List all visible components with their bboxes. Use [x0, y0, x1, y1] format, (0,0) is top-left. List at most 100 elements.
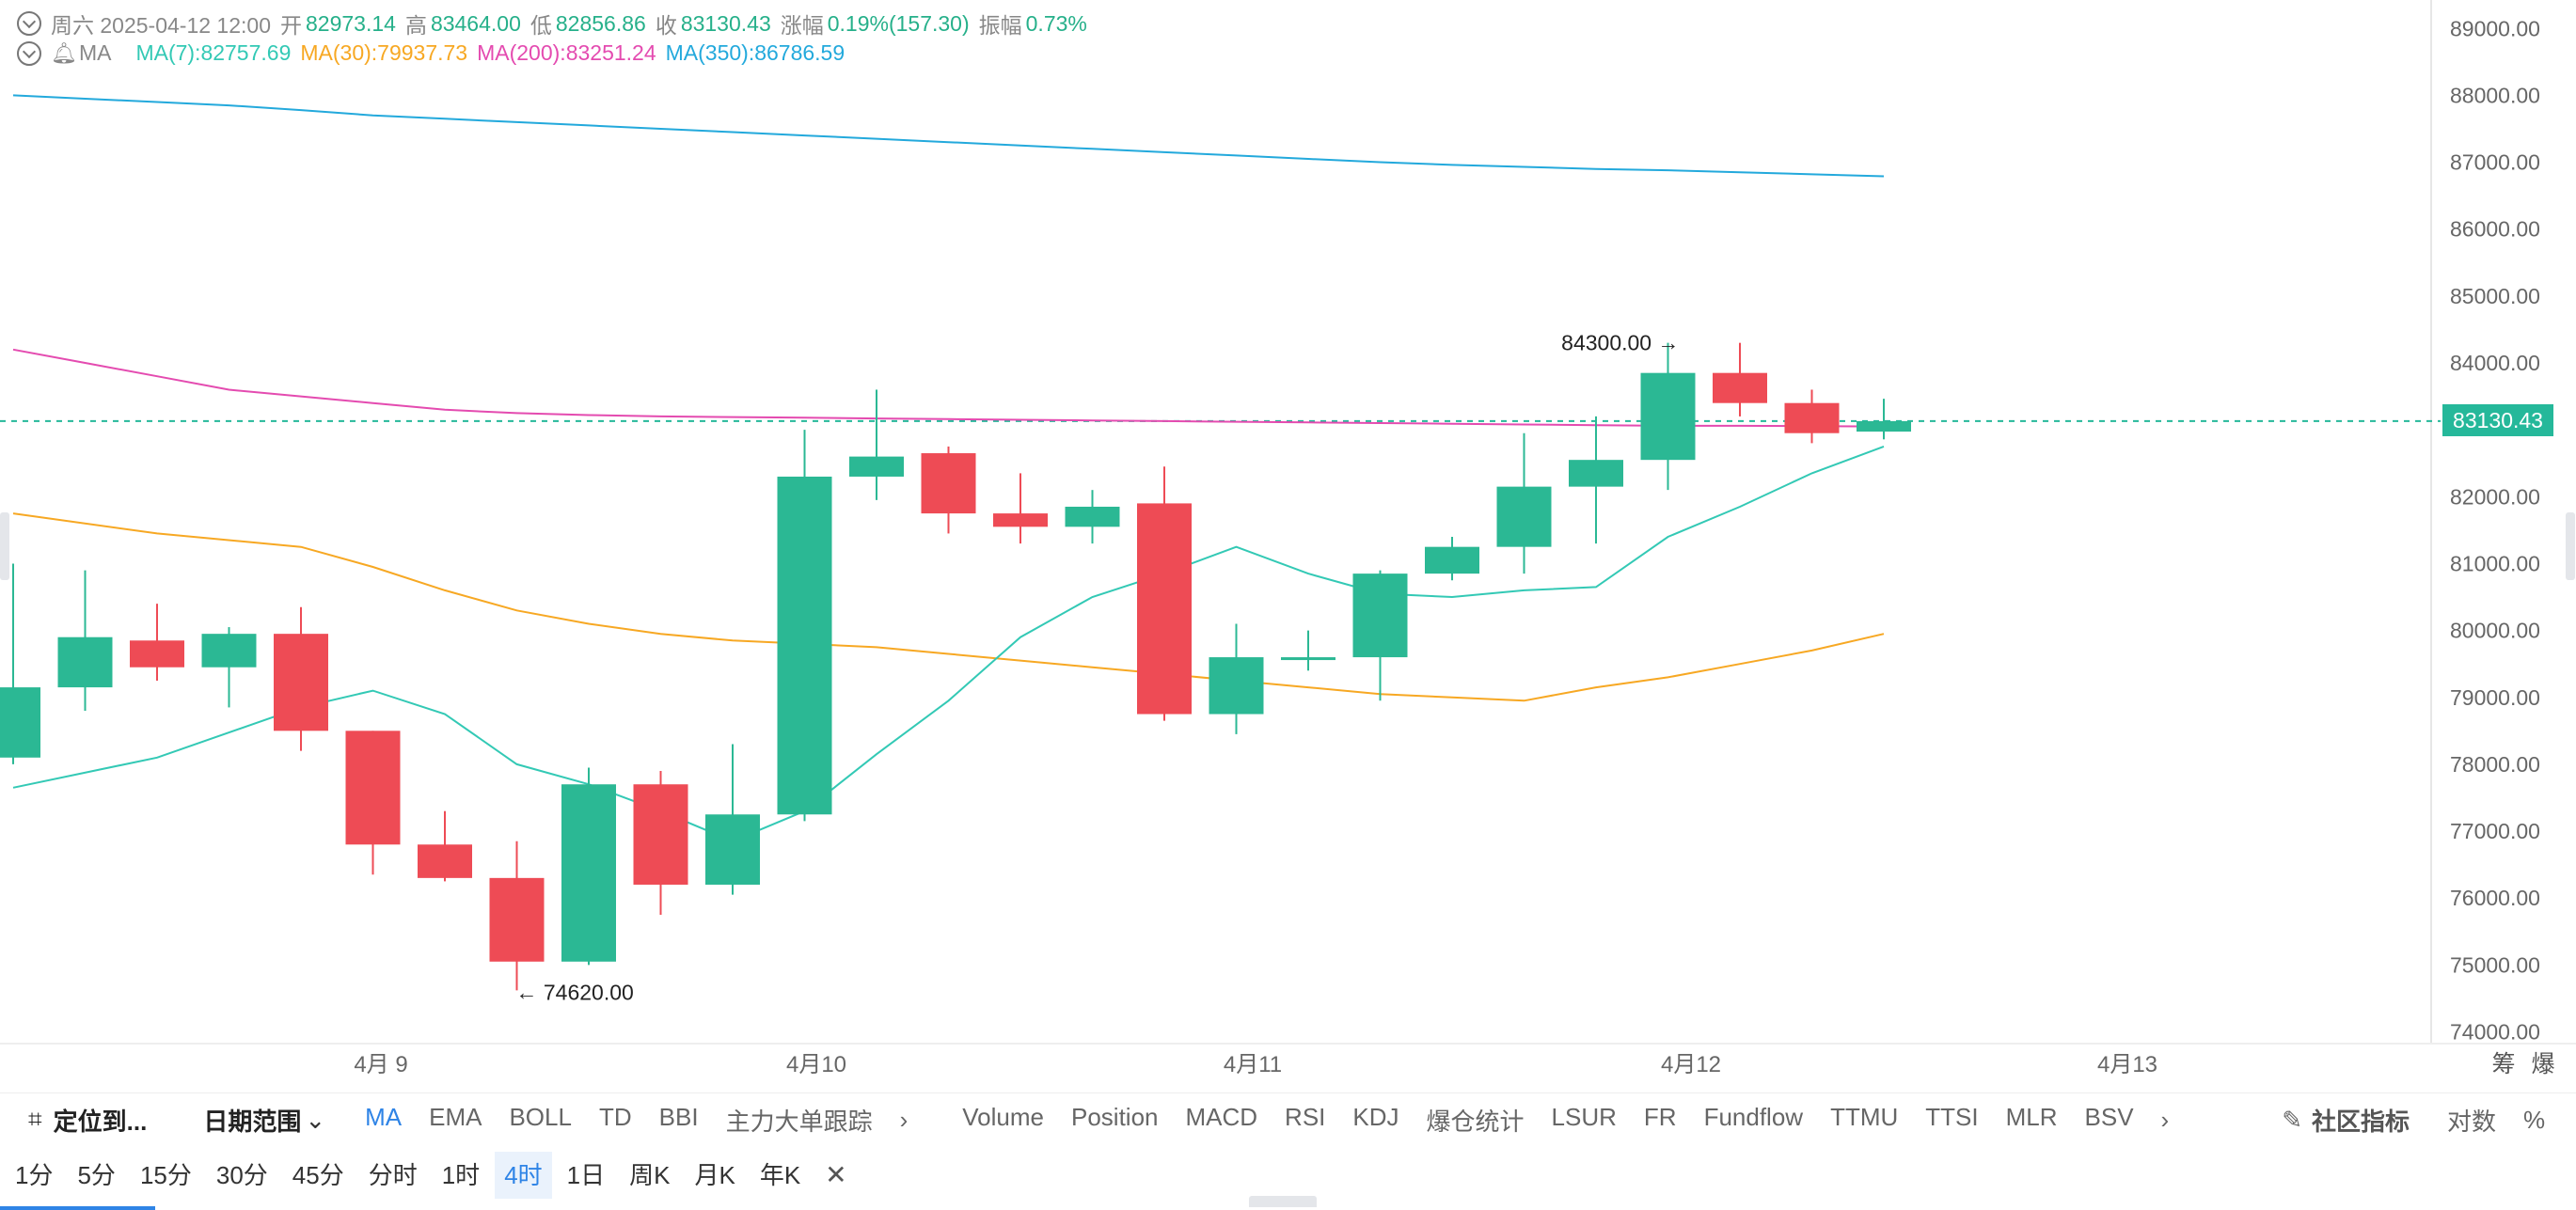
sub-indicator-ttsi[interactable]: TTSI	[1925, 1102, 1979, 1131]
bell-icon[interactable]: 🔔︎	[51, 40, 77, 65]
candle-body	[1496, 486, 1552, 547]
locate-icon[interactable]: ⌗	[28, 1105, 42, 1133]
price-tick-label: 78000.00	[2450, 752, 2540, 777]
price-tick-label: 86000.00	[2450, 217, 2540, 242]
sub-indicator-volume[interactable]: Volume	[962, 1102, 1044, 1131]
change-label: 涨幅	[780, 13, 824, 38]
interval-6[interactable]: 1时	[441, 1161, 481, 1189]
price-tick-label: 82000.00	[2450, 484, 2540, 509]
chart-canvas[interactable]: 89000.00 88000.00 87000.00 86000.00 85000.00…	[0, 0, 2576, 1091]
interval-7[interactable]: 4时	[495, 1152, 552, 1199]
candle-body	[201, 634, 257, 668]
price-tick-label: 77000.00	[2450, 819, 2540, 843]
percent-scale-button[interactable]: %	[2523, 1105, 2546, 1134]
sub-indicator-ttmu[interactable]: TTMU	[1830, 1102, 1899, 1131]
candle-body	[130, 640, 184, 668]
candle-body	[1209, 657, 1264, 715]
edit-icon[interactable]: ✎	[2282, 1105, 2303, 1134]
candle-body	[57, 636, 113, 688]
candle-body	[777, 476, 832, 815]
interval-2[interactable]: 15分	[139, 1161, 192, 1189]
bottom-resize-handle[interactable]	[1249, 1196, 1317, 1207]
open-label: 开	[280, 13, 302, 38]
candle-body	[0, 687, 40, 758]
collapse-chevron-icon[interactable]	[17, 11, 41, 36]
indicator-ma[interactable]: MA	[365, 1102, 403, 1131]
active-underline	[0, 1206, 155, 1210]
ma200-line	[12, 348, 1885, 428]
sub-indicator-lsur[interactable]: LSUR	[1551, 1102, 1617, 1131]
low-value: 82856.86	[555, 10, 646, 36]
candle-date: 周六 2025-04-12 12:00	[51, 13, 271, 38]
sub-indicator-position[interactable]: Position	[1070, 1102, 1159, 1131]
candle-body	[705, 814, 760, 885]
kline-chart[interactable]: 89000.00 88000.00 87000.00 86000.00 85000.00…	[0, 0, 2576, 1091]
sub-indicator-macd[interactable]: MACD	[1185, 1102, 1258, 1131]
chevron-right-icon[interactable]: ›	[2160, 1105, 2170, 1134]
sub-indicator-fr[interactable]: FR	[1643, 1102, 1677, 1131]
interval-11[interactable]: 年K	[759, 1161, 801, 1189]
interval-10[interactable]: 月K	[694, 1161, 735, 1189]
indicator-boll[interactable]: BOLL	[509, 1102, 572, 1131]
ma-legend-row: 🔔︎ MA MA(7):82757.69 MA(30):79937.73 MA(…	[17, 40, 854, 66]
candle-body	[274, 634, 328, 731]
high-label: 高	[404, 13, 427, 38]
right-resize-handle[interactable]	[2566, 512, 2575, 580]
date-tick-label: 4月12	[1661, 1052, 1721, 1077]
date-tick-label: 4月10	[786, 1052, 846, 1077]
indicator-主力大单跟踪[interactable]: 主力大单跟踪	[725, 1107, 873, 1136]
interval-4[interactable]: 45分	[292, 1161, 344, 1189]
price-tick-label: 87000.00	[2450, 150, 2540, 175]
candle-body	[345, 731, 401, 845]
ma350-line	[12, 94, 1885, 178]
amplitude-label: 振幅	[978, 13, 1022, 38]
ma30-line	[12, 512, 1885, 702]
interval-5[interactable]: 分时	[368, 1161, 418, 1189]
sub-indicator-list: Volume Position MACD RSI KDJ 爆仓统计 LSUR FR Fundfl…	[962, 1103, 2160, 1138]
close-value: 83130.43	[680, 10, 771, 36]
price-tick-label: 79000.00	[2450, 685, 2540, 710]
candle-body	[1640, 372, 1696, 461]
change-value: 0.19%(157.30)	[827, 10, 970, 36]
low-label: 低	[529, 13, 552, 38]
date-tick-label: 4月11	[1224, 1052, 1282, 1077]
sub-indicator-bsv[interactable]: BSV	[2084, 1102, 2134, 1131]
log-scale-button[interactable]: 对数	[2447, 1107, 2497, 1136]
candle-body	[561, 784, 616, 962]
candle-body	[418, 844, 472, 878]
indicator-ema[interactable]: EMA	[429, 1102, 482, 1131]
axis-corner-button[interactable]: 筹	[2491, 1051, 2515, 1077]
interval-bar: 1分 5分 15分 30分 45分 分时 1时 4时 1日 周K 月K 年K ✕	[0, 1149, 2576, 1202]
interval-list: 1分 5分 15分 30分 45分 分时 1时 4时 1日 周K 月K 年K	[6, 1152, 815, 1199]
interval-1[interactable]: 5分	[77, 1161, 116, 1189]
sub-indicator-fundflow[interactable]: Fundflow	[1703, 1102, 1804, 1131]
price-tick-label: 89000.00	[2450, 16, 2540, 40]
interval-9[interactable]: 周K	[629, 1161, 671, 1189]
axis-corner-button[interactable]: 爆	[2531, 1051, 2554, 1077]
interval-0[interactable]: 1分	[15, 1161, 54, 1189]
current-price-tag: 83130.43	[2442, 404, 2553, 436]
close-icon[interactable]: ✕	[825, 1160, 847, 1189]
main-indicator-list: MA EMA BOLL TD BBI 主力大单跟踪	[365, 1103, 899, 1138]
interval-3[interactable]: 30分	[215, 1161, 268, 1189]
sub-indicator-mlr[interactable]: MLR	[2005, 1102, 2058, 1131]
collapse-chevron-icon[interactable]	[17, 40, 41, 66]
candle-body	[1137, 503, 1192, 715]
candle-body	[849, 456, 904, 477]
indicator-td[interactable]: TD	[598, 1102, 632, 1131]
left-resize-handle[interactable]	[0, 512, 9, 580]
community-indicators-button[interactable]: 社区指标	[2312, 1107, 2410, 1136]
price-tick-label: 75000.00	[2450, 952, 2540, 977]
price-tick-label: 81000.00	[2450, 551, 2540, 575]
locate-button[interactable]: 定位到...	[53, 1107, 148, 1136]
date-range-button[interactable]: 日期范围	[203, 1107, 302, 1136]
chevron-down-icon[interactable]: ⌄	[305, 1105, 326, 1134]
indicator-bbi[interactable]: BBI	[658, 1102, 699, 1131]
candle-body	[1425, 546, 1479, 574]
interval-8[interactable]: 1日	[566, 1161, 606, 1189]
sub-indicator-kdj[interactable]: KDJ	[1352, 1102, 1399, 1131]
sub-indicator-rsi[interactable]: RSI	[1285, 1102, 1326, 1131]
sub-indicator-爆仓统计[interactable]: 爆仓统计	[1426, 1107, 1525, 1136]
auto-scale-button[interactable]: 自动	[2572, 1103, 2576, 1138]
chevron-right-icon[interactable]: ›	[899, 1105, 909, 1134]
